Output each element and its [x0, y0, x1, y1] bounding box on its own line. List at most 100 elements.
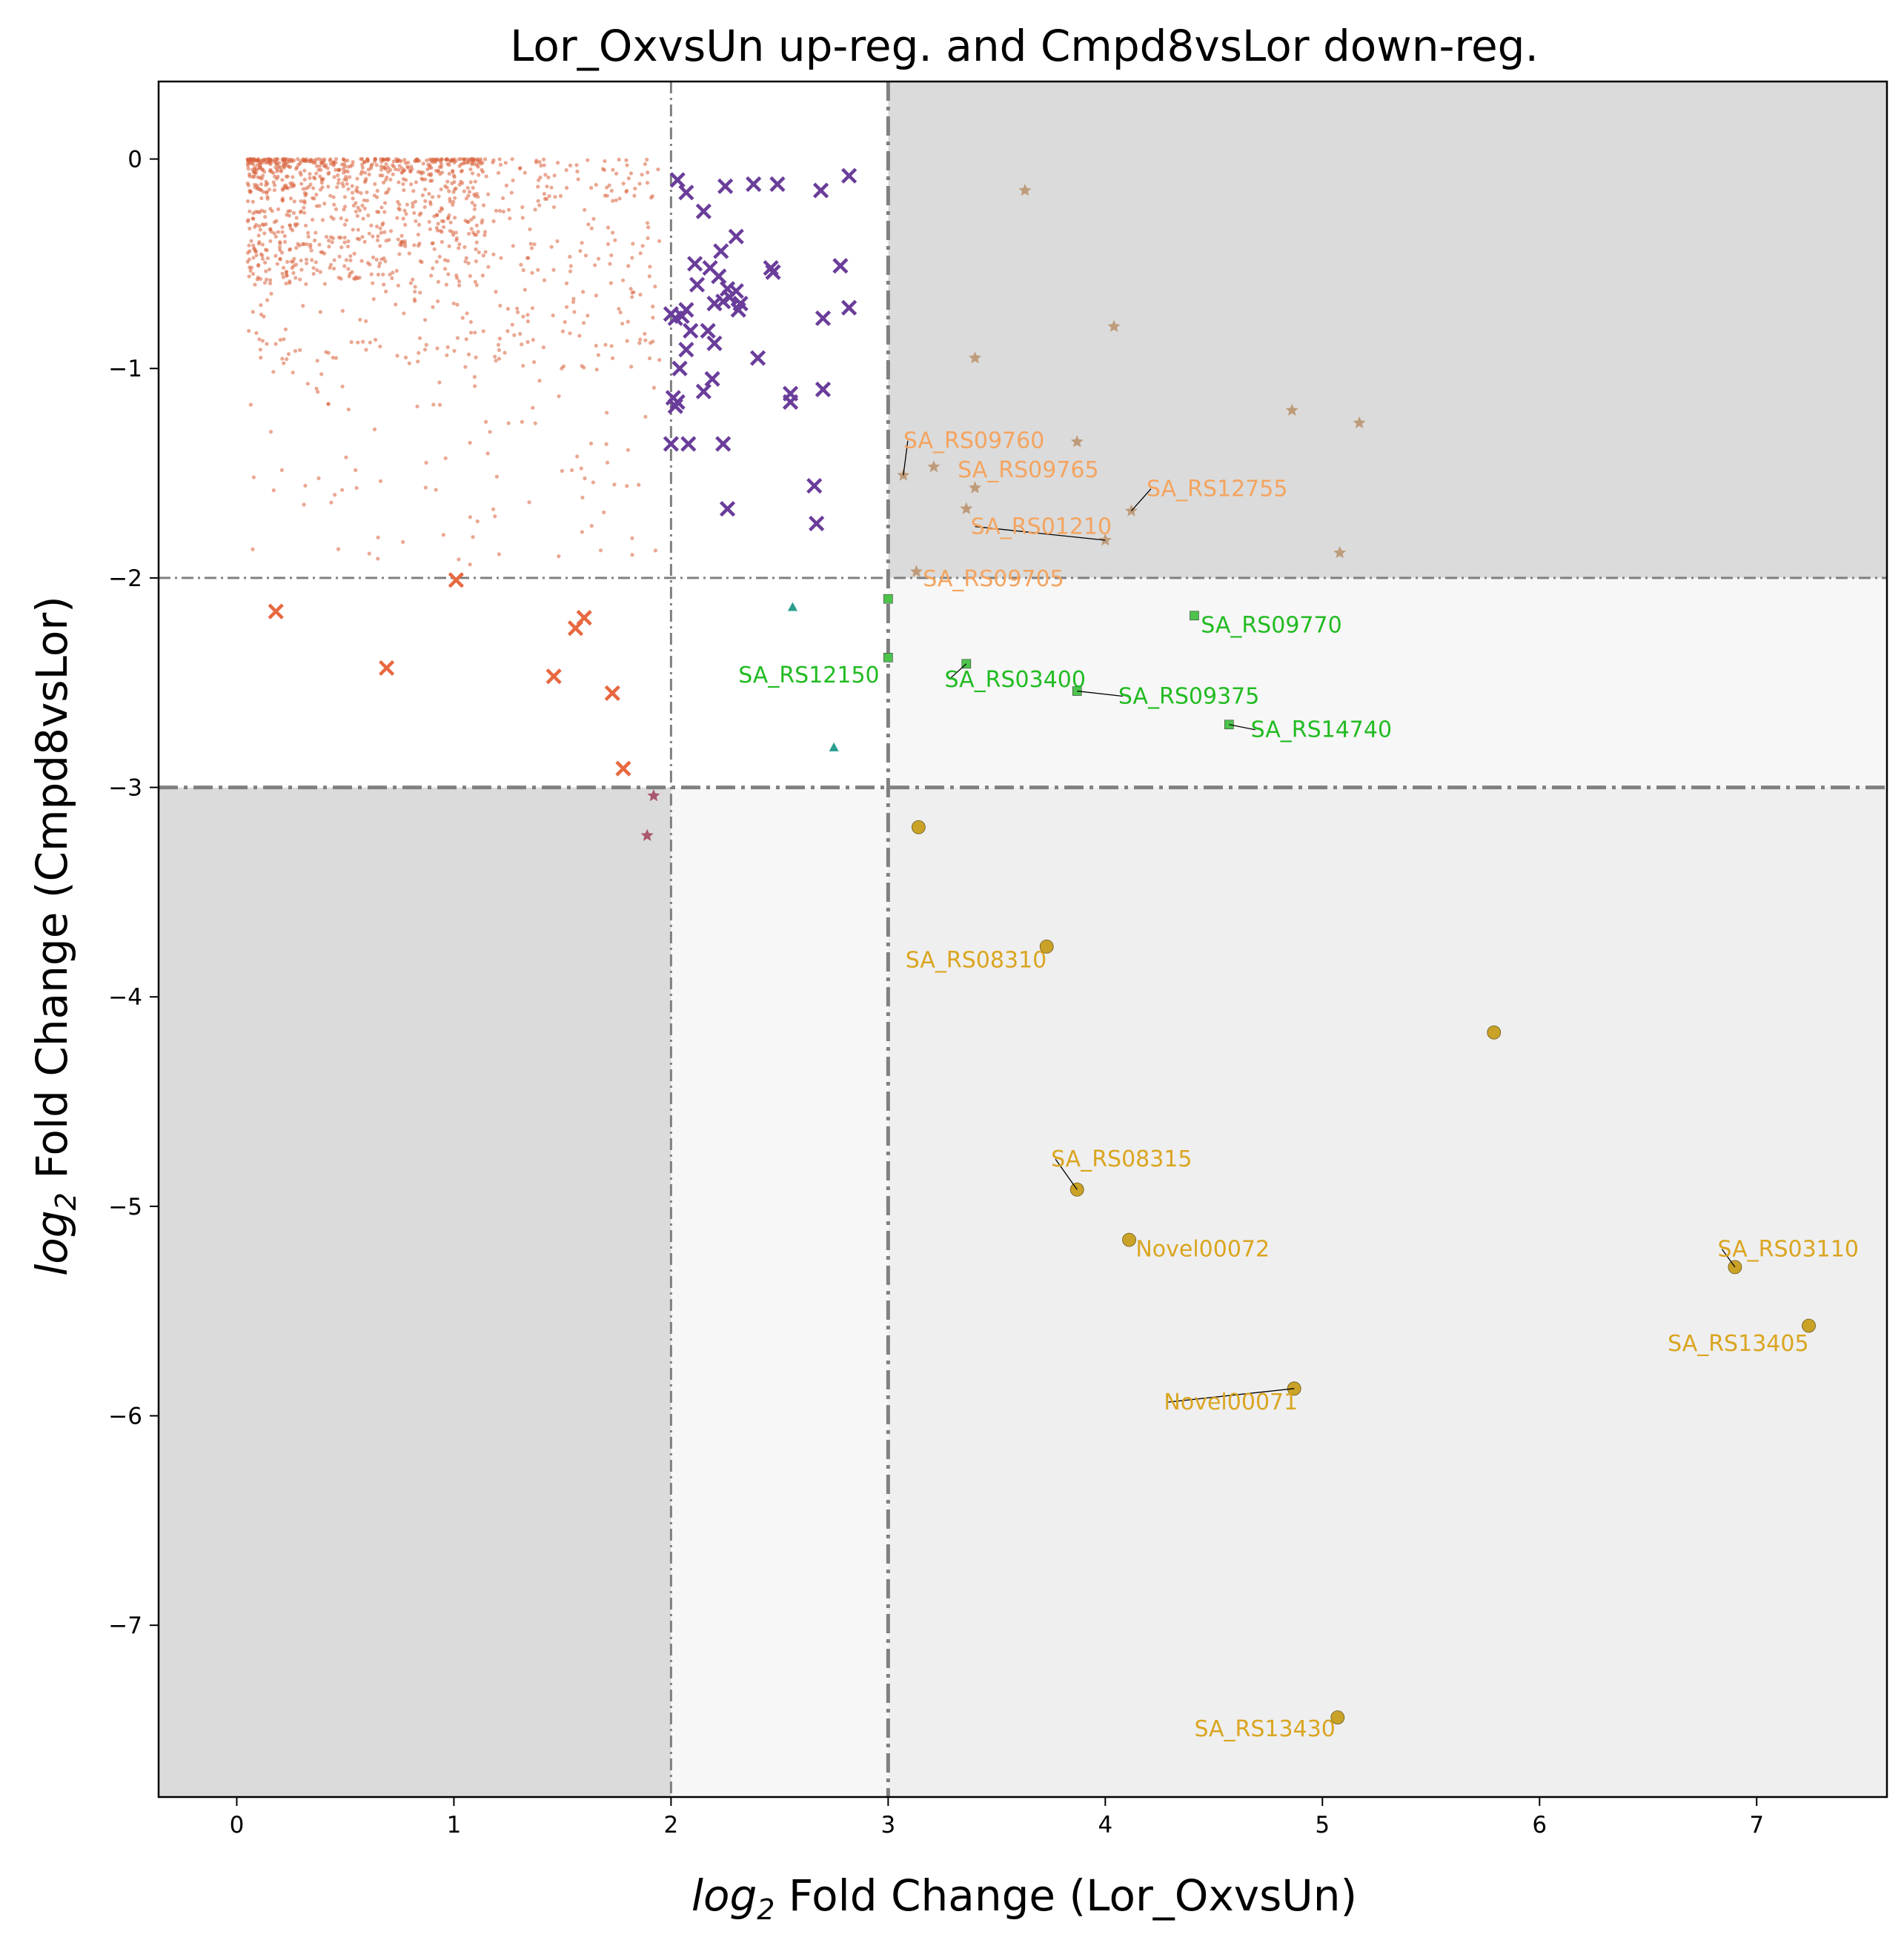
background-point	[254, 331, 259, 335]
background-point	[301, 187, 305, 191]
background-point	[387, 157, 391, 162]
background-point	[444, 282, 448, 287]
background-point	[576, 177, 580, 182]
background-point	[437, 380, 442, 385]
background-point	[356, 190, 360, 194]
data-point-stroke	[749, 350, 766, 366]
background-point	[403, 355, 408, 359]
background-point	[443, 456, 448, 460]
background-point	[417, 222, 422, 227]
gene-annotations: SA_RS09760 SA_RS09765 SA_RS12755 SA_RS01210…	[738, 428, 1859, 1742]
background-point	[345, 169, 350, 174]
background-point	[466, 193, 471, 198]
background-point	[397, 167, 401, 172]
background-point	[631, 242, 635, 246]
background-point	[383, 167, 388, 171]
background-point	[437, 194, 441, 199]
background-point	[374, 337, 378, 342]
background-point	[285, 259, 290, 264]
background-point	[331, 236, 336, 241]
background-point	[379, 159, 384, 164]
background-point	[521, 314, 525, 319]
background-point	[439, 239, 444, 245]
background-point	[318, 174, 322, 179]
background-point	[291, 264, 296, 268]
background-point	[539, 163, 543, 168]
background-point	[457, 283, 462, 288]
background-point	[430, 241, 434, 246]
background-point	[457, 182, 462, 187]
data-point-stroke	[841, 299, 858, 316]
background-point	[268, 430, 273, 434]
background-point	[546, 175, 551, 180]
y-tick-label: −2	[108, 565, 142, 592]
data-point-stroke	[700, 322, 716, 339]
background-point	[586, 222, 591, 227]
background-point	[417, 336, 422, 340]
background-point	[399, 233, 404, 238]
gene-label-0: SA_RS09760	[903, 428, 1044, 454]
background-point	[431, 402, 436, 407]
background-point	[626, 176, 631, 181]
background-point	[501, 209, 505, 214]
background-point	[388, 167, 393, 172]
background-point	[412, 243, 417, 248]
background-point	[339, 245, 344, 250]
data-point-star-68	[969, 351, 982, 364]
background-point	[249, 265, 254, 270]
annotation-leader-line	[1721, 1249, 1736, 1268]
background-point	[256, 275, 260, 280]
data-point-x-44	[832, 258, 849, 274]
background-point	[510, 157, 514, 162]
background-point	[484, 174, 488, 179]
background-point	[365, 156, 370, 162]
y-axis-label-prefix: log	[27, 1210, 77, 1275]
background-point	[360, 235, 365, 239]
background-point	[359, 259, 364, 263]
background-point	[344, 218, 349, 222]
background-point	[396, 237, 400, 242]
background-point	[342, 222, 347, 227]
background-point	[331, 266, 336, 271]
data-point-star-69	[1285, 403, 1298, 416]
gene-label-3: SA_RS01210	[971, 514, 1112, 540]
background-point	[460, 168, 464, 173]
background-point	[439, 187, 443, 192]
background-point	[621, 182, 626, 186]
x-tick-label: 0	[230, 1812, 245, 1839]
background-point	[474, 223, 479, 227]
background-point	[468, 273, 472, 279]
background-point	[413, 159, 417, 164]
background-point	[401, 216, 405, 221]
background-point	[326, 402, 331, 406]
background-point	[481, 253, 485, 258]
data-point-x-51	[379, 660, 395, 677]
background-point	[414, 180, 418, 185]
background-point	[248, 226, 252, 230]
background-point	[346, 407, 351, 412]
background-point	[348, 271, 352, 276]
background-point	[260, 339, 265, 343]
background-point	[271, 488, 276, 493]
background-point	[402, 158, 407, 162]
background-point	[314, 193, 319, 197]
background-point	[245, 250, 251, 255]
background-point	[424, 460, 428, 465]
background-point	[296, 157, 300, 162]
background-point	[351, 196, 355, 201]
background-point	[630, 553, 634, 557]
background-point	[285, 357, 289, 362]
background-point	[360, 339, 365, 344]
background-point	[397, 202, 402, 207]
data-point-x-10	[765, 264, 781, 280]
background-point	[268, 281, 273, 285]
background-point	[416, 170, 420, 174]
background-point	[565, 305, 569, 309]
background-point	[591, 480, 595, 485]
background-point	[342, 162, 347, 167]
data-point-x-2	[717, 178, 734, 194]
background-point	[394, 167, 398, 171]
background-point	[469, 156, 474, 162]
background-point	[626, 319, 630, 324]
background-point	[365, 199, 370, 203]
